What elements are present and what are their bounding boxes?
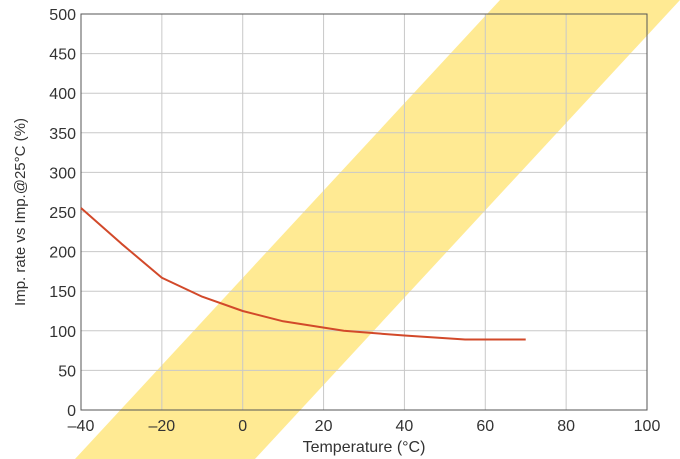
- y-tick-label: 400: [49, 86, 76, 103]
- x-tick-label: 80: [557, 418, 575, 435]
- y-tick-label: 100: [49, 324, 76, 341]
- x-tick-label: 60: [476, 418, 494, 435]
- watermark-band: [75, 0, 680, 459]
- y-tick-label: 250: [49, 205, 76, 222]
- y-tick-labels: 0 50 100 150 200 250 300 350 400 450 500: [49, 7, 76, 420]
- y-tick-label: 50: [58, 363, 76, 380]
- x-tick-label: –20: [149, 418, 176, 435]
- x-axis-label: Temperature (°C): [303, 439, 426, 456]
- y-tick-label: 150: [49, 284, 76, 301]
- x-tick-label: 0: [238, 418, 247, 435]
- x-tick-label: 20: [315, 418, 333, 435]
- plot-frame: [80, 13, 648, 411]
- y-tick-label: 0: [67, 403, 76, 420]
- x-tick-labels: –40 –20 0 20 40 60 80 100: [68, 418, 661, 435]
- x-tick-label: –40: [68, 418, 95, 435]
- y-tick-label: 300: [49, 165, 76, 182]
- series-line: [80, 207, 526, 341]
- gridlines: [80, 13, 648, 411]
- x-tick-label: 40: [396, 418, 414, 435]
- y-tick-label: 450: [49, 47, 76, 64]
- y-axis-label: Imp. rate vs Imp.@25°C (%): [12, 118, 29, 306]
- y-tick-label: 500: [49, 7, 76, 24]
- y-tick-label: 200: [49, 245, 76, 262]
- series-layer: [80, 207, 526, 341]
- y-tick-label: 350: [49, 126, 76, 143]
- x-tick-label: 100: [634, 418, 661, 435]
